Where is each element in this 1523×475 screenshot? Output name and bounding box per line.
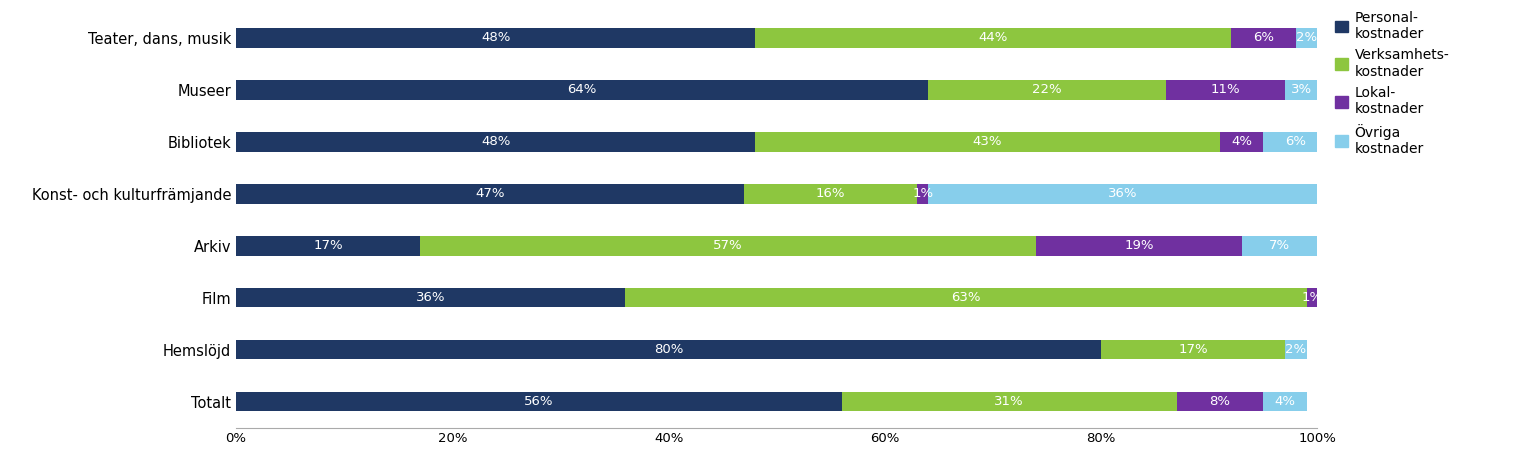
Bar [1036, 236, 1241, 256]
Bar [236, 340, 1101, 360]
Text: 16%: 16% [816, 187, 845, 200]
Bar [236, 288, 626, 307]
Text: 6%: 6% [1285, 135, 1307, 148]
Bar [1285, 340, 1307, 360]
Legend: Personal-
kostnader, Verksamhets-
kostnader, Lokal-
kostnader, Övriga
kostnader: Personal- kostnader, Verksamhets- kostna… [1336, 10, 1450, 156]
Text: 4%: 4% [1231, 135, 1252, 148]
Text: 57%: 57% [713, 239, 743, 252]
Text: 56%: 56% [524, 395, 553, 408]
Text: 47%: 47% [475, 187, 506, 200]
Bar [626, 288, 1307, 307]
Bar [236, 184, 745, 204]
Text: 6%: 6% [1253, 31, 1273, 44]
Bar [1241, 236, 1317, 256]
Bar [420, 236, 1036, 256]
Bar [1220, 132, 1264, 152]
Bar [842, 392, 1177, 411]
Bar [1231, 28, 1296, 48]
Text: 48%: 48% [481, 31, 510, 44]
Text: 3%: 3% [1290, 83, 1311, 96]
Bar [1167, 80, 1285, 100]
Text: 63%: 63% [952, 291, 981, 304]
Bar [928, 80, 1167, 100]
Bar [236, 132, 755, 152]
Bar [1101, 340, 1285, 360]
Bar [236, 80, 928, 100]
Bar [1264, 392, 1307, 411]
Text: 4%: 4% [1275, 395, 1296, 408]
Bar [745, 184, 917, 204]
Text: 7%: 7% [1269, 239, 1290, 252]
Bar [755, 132, 1220, 152]
Text: 36%: 36% [416, 291, 445, 304]
Text: 17%: 17% [314, 239, 343, 252]
Bar [1307, 288, 1317, 307]
Bar [236, 28, 755, 48]
Text: 11%: 11% [1211, 83, 1240, 96]
Bar [236, 236, 420, 256]
Text: 2%: 2% [1285, 343, 1307, 356]
Text: 1%: 1% [1302, 291, 1322, 304]
Text: 48%: 48% [481, 135, 510, 148]
Bar [236, 392, 842, 411]
Bar [755, 28, 1231, 48]
Bar [1296, 28, 1317, 48]
Text: 43%: 43% [973, 135, 1002, 148]
Text: 19%: 19% [1124, 239, 1154, 252]
Text: 2%: 2% [1296, 31, 1317, 44]
Text: 22%: 22% [1033, 83, 1062, 96]
Text: 80%: 80% [653, 343, 684, 356]
Text: 17%: 17% [1179, 343, 1208, 356]
Text: 44%: 44% [978, 31, 1008, 44]
Text: 1%: 1% [912, 187, 934, 200]
Bar [1177, 392, 1264, 411]
Bar [917, 184, 928, 204]
Bar [928, 184, 1317, 204]
Text: 36%: 36% [1109, 187, 1138, 200]
Bar [1285, 80, 1317, 100]
Bar [1264, 132, 1328, 152]
Text: 31%: 31% [995, 395, 1023, 408]
Text: 64%: 64% [568, 83, 597, 96]
Text: 8%: 8% [1209, 395, 1231, 408]
